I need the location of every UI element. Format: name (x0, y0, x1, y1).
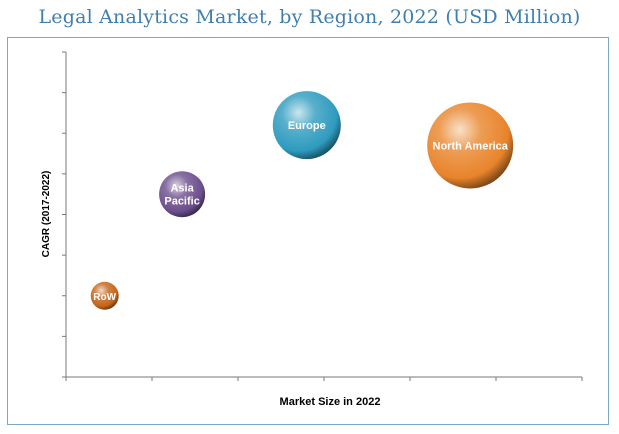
bubble-europe (272, 91, 341, 160)
ticks (62, 51, 583, 381)
x-axis-label: Market Size in 2022 (280, 396, 381, 408)
bubble-north-america (427, 102, 514, 189)
bubble-label-north-america: North America (433, 140, 509, 152)
bubble-label-asia-pacific: Asia (170, 183, 194, 195)
chart-frame (7, 37, 609, 425)
bubble-label-europe: Europe (288, 120, 326, 132)
chart-title: Legal Analytics Market, by Region, 2022 … (38, 6, 581, 28)
bubble-asia-pacific (159, 171, 206, 218)
bubble-row (90, 281, 119, 310)
bubble-label-asia-pacific: Pacific (164, 196, 199, 208)
y-axis-label: CAGR (2017-2022) (41, 171, 52, 258)
bubble-label-row: RoW (93, 292, 116, 303)
